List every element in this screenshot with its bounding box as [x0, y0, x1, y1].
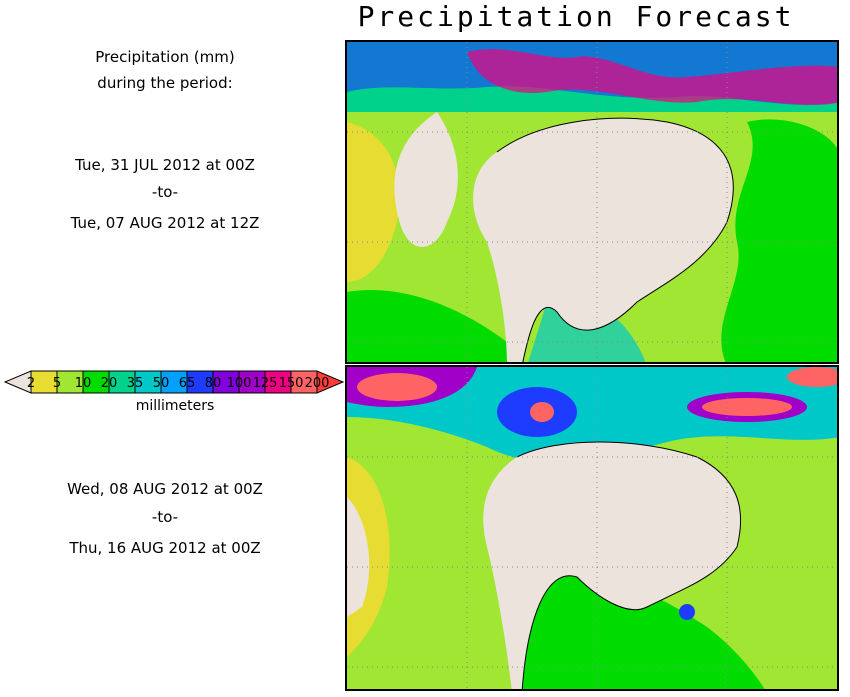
color-legend	[4, 370, 344, 394]
period2-start: Wed, 08 AUG 2012 at 00Z	[67, 480, 263, 498]
header-line-2: during the period:	[97, 74, 233, 92]
legend-tick-label: 150	[278, 376, 304, 391]
legend-tick-label: 2	[26, 376, 36, 391]
header-line-1: Precipitation (mm)	[95, 48, 235, 66]
period1-start: Tue, 31 JUL 2012 at 00Z	[75, 156, 255, 174]
legend-tick-label: 20	[100, 376, 118, 391]
map-panel-period2	[345, 365, 839, 691]
legend-tick-label: 10	[74, 376, 92, 391]
legend-above-arrow	[316, 370, 344, 394]
legend-tick-label: 65	[178, 376, 196, 391]
period1-sep: -to-	[151, 183, 179, 201]
period1-end: Tue, 07 AUG 2012 at 12Z	[70, 214, 260, 232]
legend-tick-label: 50	[152, 376, 170, 391]
south-america-land	[473, 118, 734, 362]
legend-tick-label: 80	[204, 376, 222, 391]
legend-tick-label: 5	[52, 376, 62, 391]
period2-end: Thu, 16 AUG 2012 at 00Z	[69, 539, 261, 557]
legend-tick-label: 200	[304, 376, 330, 391]
legend-tick-label: 125	[252, 376, 278, 391]
period2-sep: -to-	[151, 508, 179, 526]
page-title: Precipitation Forecast	[357, 0, 795, 33]
legend-unit: millimeters	[135, 398, 215, 414]
map-panel-period1	[345, 40, 839, 364]
legend-tick-label: 35	[126, 376, 144, 391]
legend-tick-label: 100	[226, 376, 252, 391]
